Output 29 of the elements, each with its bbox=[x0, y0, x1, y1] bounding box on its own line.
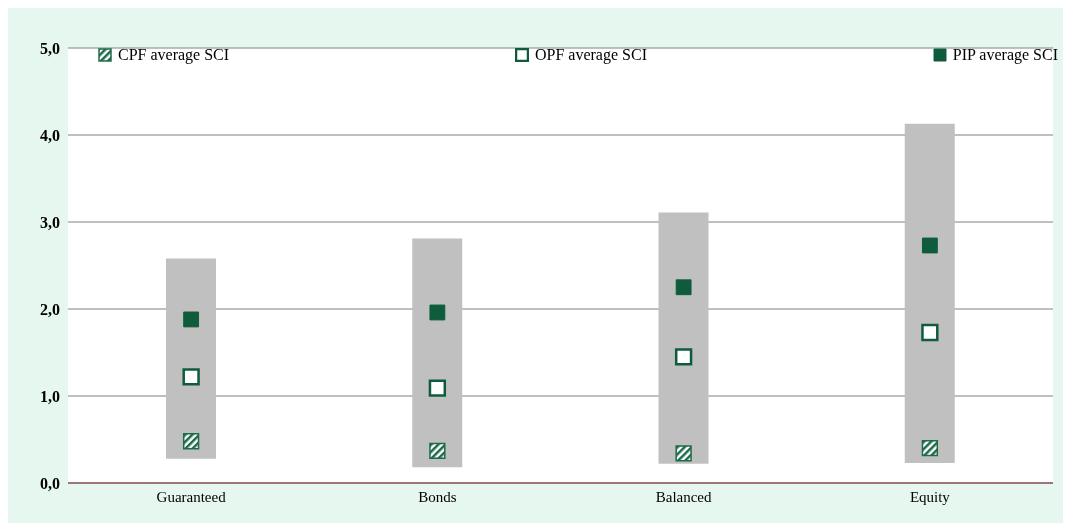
legend-label: OPF average SCI bbox=[534, 46, 647, 64]
point bbox=[675, 279, 692, 296]
legend-label: PIP average SCI bbox=[952, 46, 1058, 64]
point bbox=[921, 237, 938, 254]
legend-label: CPF average SCI bbox=[118, 46, 230, 64]
y-tick-label: 3,0 bbox=[40, 213, 60, 231]
bar bbox=[658, 212, 709, 464]
y-tick-label: 1,0 bbox=[40, 387, 60, 405]
bar bbox=[412, 238, 463, 468]
y-tick-label: 0,0 bbox=[40, 474, 60, 492]
y-tick-label: 4,0 bbox=[40, 126, 60, 144]
point bbox=[675, 445, 692, 462]
bar bbox=[166, 258, 216, 459]
y-tick-label: 2,0 bbox=[40, 300, 60, 318]
bar bbox=[904, 123, 955, 463]
point bbox=[182, 433, 200, 450]
point bbox=[428, 379, 447, 397]
point bbox=[182, 368, 200, 386]
point bbox=[429, 442, 446, 459]
y-tick-label: 5,0 bbox=[40, 39, 60, 57]
point bbox=[183, 311, 200, 328]
x-tick-label: Equity bbox=[909, 488, 951, 505]
point bbox=[429, 304, 446, 321]
point bbox=[674, 348, 693, 366]
point bbox=[921, 323, 939, 342]
x-tick-label: Balanced bbox=[655, 488, 713, 505]
x-tick-label: Bonds bbox=[418, 488, 457, 505]
point bbox=[921, 440, 939, 457]
x-tick-label: Guaranteed bbox=[156, 488, 227, 505]
